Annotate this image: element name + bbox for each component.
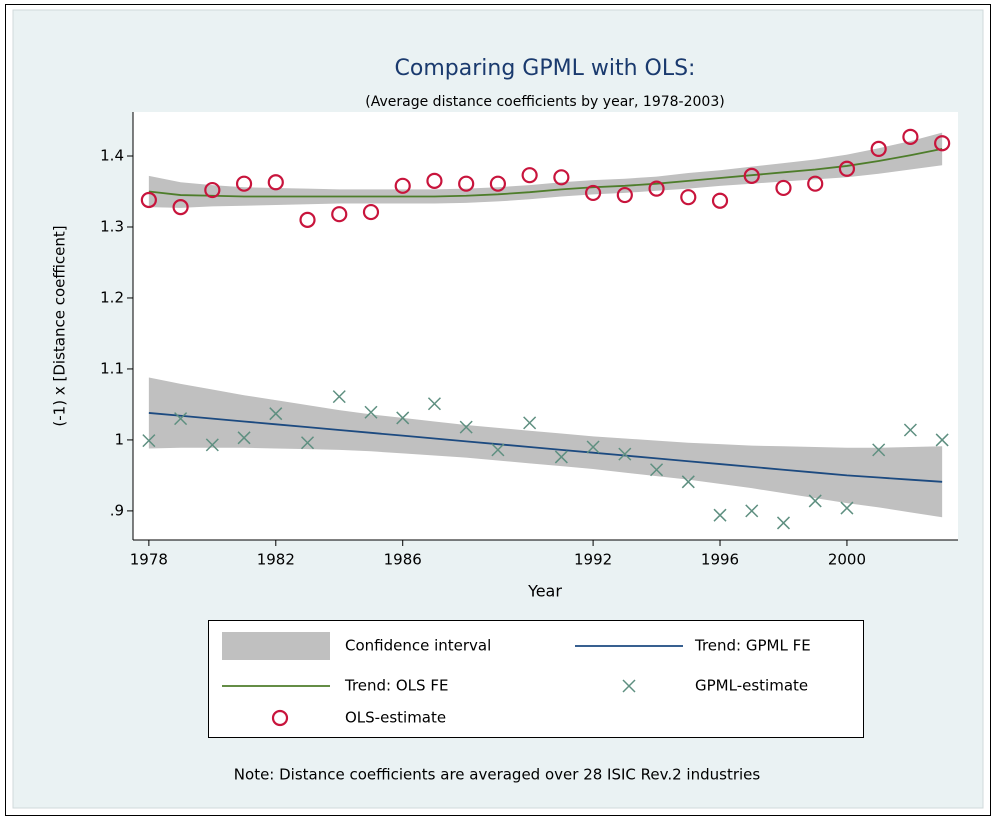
gpml-estimate xyxy=(300,436,315,450)
gpml-estimate xyxy=(935,433,949,447)
legend-key xyxy=(622,679,636,693)
gpml-estimate xyxy=(427,397,441,411)
gpml-estimate xyxy=(364,405,378,419)
ols-estimate xyxy=(489,175,507,192)
gpml-estimate xyxy=(713,508,727,522)
ols-estimate xyxy=(521,167,538,184)
ols-estimate xyxy=(140,191,157,209)
ols-estimate xyxy=(458,175,475,192)
x-tick-label: 2000 xyxy=(828,551,866,569)
legend-label: GPML-estimate xyxy=(695,677,808,695)
gpml-estimate xyxy=(396,411,410,425)
gpml-estimate xyxy=(745,504,759,518)
trend-line xyxy=(148,412,943,483)
x-tick-label: 1978 xyxy=(130,551,168,569)
gpml-estimate xyxy=(237,431,251,445)
ols-estimate xyxy=(553,169,570,186)
note: Note: Distance coefficients are averaged… xyxy=(234,766,761,784)
legend-key xyxy=(222,632,330,660)
ols-estimate xyxy=(711,192,729,209)
gpml-estimate xyxy=(491,443,505,457)
y-tick-label: 1.3 xyxy=(100,217,124,235)
legend-label: Confidence interval xyxy=(345,637,491,655)
y-tick-label: 1.2 xyxy=(100,288,124,306)
confidence-band xyxy=(148,377,943,518)
gpml-estimate xyxy=(523,416,537,430)
gpml-estimate xyxy=(903,423,917,437)
legend-key xyxy=(271,709,289,727)
ols-estimate xyxy=(426,172,443,189)
gpml-estimate xyxy=(174,412,188,426)
gpml-estimate xyxy=(142,434,156,448)
chart-title: Comparing GPML with OLS: xyxy=(395,56,696,81)
ols-estimate xyxy=(616,186,633,204)
ols-estimate xyxy=(235,175,253,192)
gpml-estimate xyxy=(872,443,886,457)
ols-estimate xyxy=(362,203,380,221)
x-tick-label: 1986 xyxy=(384,551,422,569)
ols-estimate xyxy=(807,175,824,192)
ols-estimate xyxy=(267,174,284,191)
ols-estimate xyxy=(870,140,887,158)
chart-subtitle: (Average distance coefficients by year, … xyxy=(365,94,724,110)
ols-estimate xyxy=(584,184,602,202)
y-axis-label: (-1) x [Distance coefficent] xyxy=(51,225,69,426)
gpml-estimate xyxy=(776,516,791,530)
ols-estimate xyxy=(775,179,792,197)
gpml-estimate xyxy=(205,438,219,452)
gpml-estimate xyxy=(586,440,600,454)
ols-estimate xyxy=(934,135,951,152)
x-axis-label: Year xyxy=(527,582,562,601)
x-tick-label: 1992 xyxy=(574,551,612,569)
ols-estimate xyxy=(204,181,221,199)
y-tick-label: .9 xyxy=(110,501,124,519)
gpml-estimate xyxy=(554,450,568,464)
gpml-estimate xyxy=(269,407,283,421)
ols-estimate xyxy=(299,211,316,228)
trend-line xyxy=(148,148,943,198)
gpml-estimate xyxy=(650,463,664,477)
legend-label: OLS-estimate xyxy=(345,709,446,727)
gpml-estimate xyxy=(459,420,473,434)
legend-label: Trend: GPML FE xyxy=(694,637,811,655)
ols-estimate xyxy=(838,160,856,177)
gpml-estimate xyxy=(808,494,822,508)
gpml-estimate xyxy=(840,501,854,515)
gpml-estimate xyxy=(332,390,346,404)
x-tick-label: 1996 xyxy=(701,551,739,569)
legend-label: Trend: OLS FE xyxy=(344,677,448,695)
x-tick-label: 1982 xyxy=(257,551,295,569)
y-tick-label: 1.1 xyxy=(100,359,124,377)
ols-estimate xyxy=(680,189,697,206)
gpml-estimate xyxy=(681,475,695,489)
ols-estimate xyxy=(331,206,348,223)
confidence-band xyxy=(148,132,943,208)
ols-estimate xyxy=(394,177,411,194)
ols-estimate xyxy=(902,128,919,145)
gpml-estimate xyxy=(618,447,632,461)
y-tick-label: 1 xyxy=(114,430,124,448)
ols-estimate xyxy=(743,167,760,184)
y-tick-label: 1.4 xyxy=(100,147,124,165)
ols-estimate xyxy=(172,199,189,216)
ols-estimate xyxy=(648,180,665,197)
